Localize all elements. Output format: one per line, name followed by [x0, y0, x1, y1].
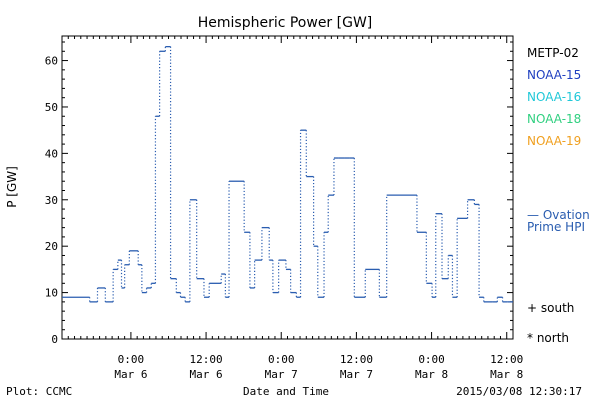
y-tick-label: 10: [45, 287, 58, 300]
y-axis-label: P [GW]: [5, 166, 19, 208]
x-tick-label-date: Mar 6: [190, 368, 223, 381]
y-tick-label: 50: [45, 101, 58, 114]
chart-title: Hemispheric Power [GW]: [198, 15, 373, 31]
legend-entry: NOAA-15: [527, 68, 581, 82]
x-tick-label-date: Mar 8: [490, 368, 523, 381]
series-layer: [62, 45, 513, 303]
annotation: Prime HPI: [527, 220, 585, 234]
x-tick-label-time: 12:00: [490, 353, 523, 366]
x-tick-label-date: Mar 7: [340, 368, 373, 381]
legend-entry: NOAA-18: [527, 112, 581, 126]
y-tick-label: 40: [45, 147, 58, 160]
annotation: — Ovation: [527, 208, 590, 222]
plot-frame: [61, 35, 514, 340]
legend-entry: METP-02: [527, 46, 579, 60]
y-tick-label: 30: [45, 194, 58, 207]
x-tick-label-time: 0:00: [118, 353, 145, 366]
plot-timestamp: 2015/03/08 12:30:17: [456, 385, 582, 398]
y-axis: 0 10 20 30 40 50 60: [45, 41, 513, 346]
plot-credit: Plot: CCMC: [6, 385, 72, 398]
x-tick-label-time: 12:00: [190, 353, 223, 366]
legend: METP-02 NOAA-15 NOAA-16 NOAA-18 NOAA-19: [527, 46, 581, 148]
x-tick-label-date: Mar 8: [415, 368, 448, 381]
x-tick-label-time: 0:00: [418, 353, 445, 366]
x-tick-label-time: 0:00: [268, 353, 295, 366]
legend-entry: NOAA-19: [527, 134, 581, 148]
x-tick-label-date: Mar 6: [114, 368, 147, 381]
x-axis-label: Date and Time: [243, 385, 329, 398]
legend-entry: NOAA-16: [527, 90, 581, 104]
y-tick-label: 0: [51, 333, 58, 346]
y-tick-label: 60: [45, 55, 58, 68]
x-tick-label-date: Mar 7: [265, 368, 298, 381]
x-axis: 0:00 Mar 6 12:00 Mar 6 0:00 Mar 7 12:00 Mar 7 0:…: [61, 36, 523, 381]
annotation: * north: [527, 331, 569, 345]
annotation: + south: [527, 301, 574, 315]
y-tick-label: 20: [45, 240, 58, 253]
x-tick-label-time: 12:00: [340, 353, 373, 366]
